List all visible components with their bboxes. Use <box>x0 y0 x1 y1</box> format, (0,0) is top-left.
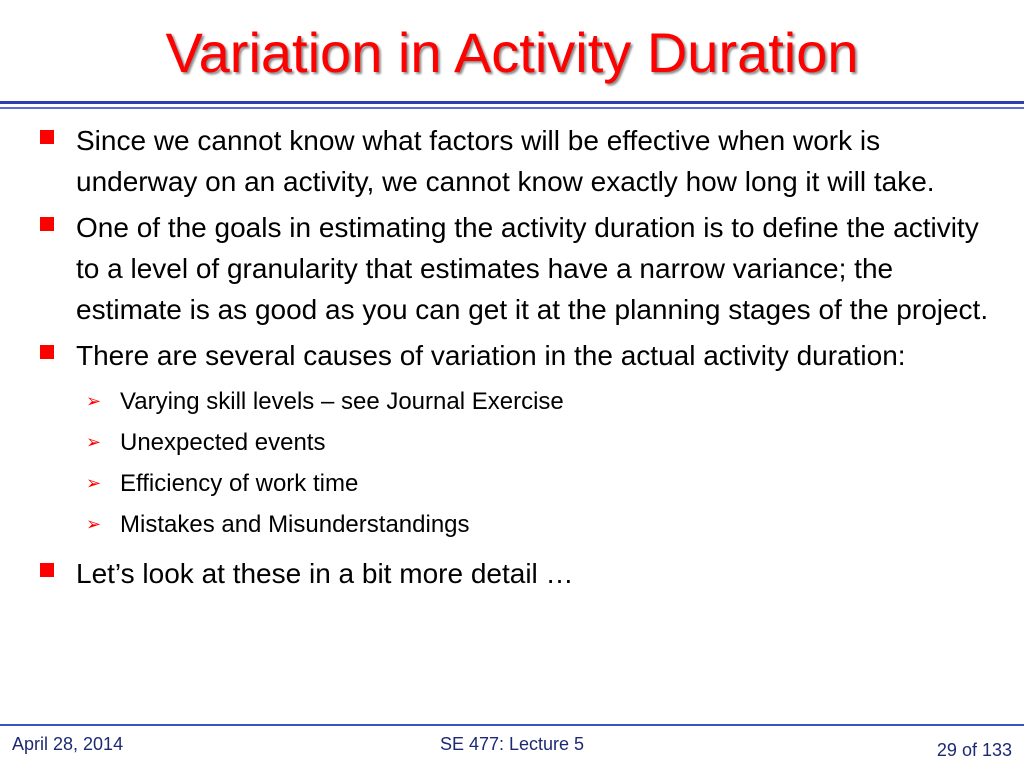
sub-bullet-text: Varying skill levels – see Journal Exerc… <box>120 388 564 415</box>
arrow-bullet-icon: ➢ <box>86 514 102 534</box>
arrow-bullet-icon: ➢ <box>86 473 102 493</box>
square-bullet-icon <box>40 217 54 231</box>
footer-course: SE 477: Lecture 5 <box>439 734 585 754</box>
bullet-text: One of the goals in estimating the activ… <box>76 212 989 325</box>
square-bullet-icon <box>40 130 54 144</box>
arrow-bullet-icon: ➢ <box>86 391 102 411</box>
arrow-bullet-icon: ➢ <box>86 432 102 452</box>
slide-title: Variation in Activity Duration <box>165 21 859 84</box>
slide-body: Since we cannot know what factors will b… <box>36 120 996 599</box>
bullet-text: Since we cannot know what factors will b… <box>76 125 935 197</box>
sub-bullet-item: ➢ Varying skill levels – see Journal Exe… <box>84 381 996 422</box>
bullet-item: Let’s look at these in a bit more detail… <box>36 553 996 594</box>
sub-bullet-item: ➢ Unexpected events <box>84 422 996 463</box>
footer-rule <box>0 724 1024 726</box>
sub-bullet-text: Mistakes and Misunderstandings <box>120 511 470 538</box>
title-rule-bottom <box>0 107 1024 109</box>
sub-bullet-text: Unexpected events <box>120 429 326 456</box>
sub-bullet-list: ➢ Varying skill levels – see Journal Exe… <box>36 381 996 545</box>
bullet-text: Let’s look at these in a bit more detail… <box>76 558 574 589</box>
footer-page-number: 29 of 133 <box>936 740 1012 760</box>
bullet-item: There are several causes of variation in… <box>36 335 996 376</box>
square-bullet-icon <box>40 563 54 577</box>
title-rule-top <box>0 101 1024 104</box>
sub-bullet-item: ➢ Mistakes and Misunderstandings <box>84 504 996 545</box>
bullet-text: There are several causes of variation in… <box>76 340 906 371</box>
sub-bullet-text: Efficiency of work time <box>120 470 359 497</box>
sub-bullet-item: ➢ Efficiency of work time <box>84 463 996 504</box>
footer-date: April 28, 2014 <box>12 734 124 754</box>
bullet-item: One of the goals in estimating the activ… <box>36 207 996 330</box>
square-bullet-icon <box>40 345 54 359</box>
bullet-item: Since we cannot know what factors will b… <box>36 120 996 202</box>
